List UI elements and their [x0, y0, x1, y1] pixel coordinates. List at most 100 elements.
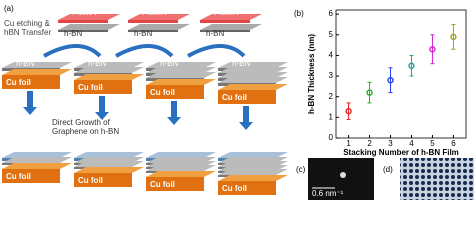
x-tick-label: 3 [388, 139, 393, 148]
slab-top [74, 167, 144, 173]
slab-top [74, 74, 144, 80]
point [387, 76, 394, 84]
hbn-label: h-BN [16, 59, 34, 68]
plot-frame [335, 9, 467, 139]
slab-top [2, 152, 72, 158]
slab-side [2, 169, 60, 183]
note: Cu etching & [4, 19, 50, 28]
slab-top [200, 24, 262, 30]
x-tick-label: 5 [430, 139, 435, 148]
slab-top [128, 24, 190, 30]
slab-top [74, 62, 144, 68]
point [408, 62, 415, 69]
slab-top [218, 175, 288, 181]
arrow-down [23, 91, 37, 115]
y-tick-label: 5 [329, 30, 334, 39]
cu-label: Cu foil [150, 88, 175, 97]
y-tick-label: 6 [329, 9, 334, 18]
slab-top [218, 169, 288, 175]
arrow-down [95, 96, 109, 120]
y-tick-label: 3 [329, 71, 334, 80]
hbn-label: h-BN [232, 59, 250, 68]
slab-side [128, 30, 178, 32]
x-tick-label: 1 [346, 139, 351, 148]
slab-side [218, 90, 276, 104]
slab-top [74, 67, 144, 73]
slab-top [2, 157, 72, 163]
cu-label: Cu foil [150, 180, 175, 189]
slab-top [2, 69, 72, 75]
pmma-label: PMMA [72, 8, 97, 17]
slab-side [200, 30, 250, 32]
panel-label: (b) [294, 9, 304, 18]
panel-label: (a) [4, 4, 14, 13]
slab-top [74, 161, 144, 167]
cu-label: Cu foil [6, 172, 31, 181]
point [366, 89, 373, 96]
point [450, 33, 457, 41]
slab-top [146, 72, 216, 78]
arrow-curve [43, 44, 102, 58]
cu-label: Cu foil [6, 78, 31, 87]
x-tick-label: 4 [409, 139, 414, 148]
slab-side [146, 177, 204, 191]
y-axis-label: h-BN Thickness (nm) [307, 34, 316, 114]
slab-top [200, 14, 262, 20]
slab-side [146, 85, 204, 99]
arrow-curve [115, 44, 174, 58]
slab-side [218, 181, 276, 195]
slab-top [218, 67, 288, 73]
hbn-label: h-BN [160, 59, 178, 68]
hbn-label: h-BN [206, 29, 224, 38]
panel-label: (d) [383, 165, 393, 174]
arrow-down [167, 101, 181, 125]
y-tick-label: 0 [329, 133, 334, 142]
slab-top [74, 152, 144, 158]
slab-top [218, 77, 288, 83]
slab-top [218, 84, 288, 90]
cu-label: Cu foil [222, 184, 247, 193]
slab-top [2, 163, 72, 169]
slab-top [218, 72, 288, 78]
panel-label: (c) [296, 165, 306, 174]
y-tick-label: 2 [329, 92, 334, 101]
slab-side [2, 75, 60, 89]
slab-side [200, 20, 250, 23]
slab-side [58, 20, 108, 23]
y-tick-label: 4 [329, 51, 334, 60]
cu-label: Cu foil [78, 176, 103, 185]
slab-top [2, 62, 72, 68]
cu-label: Cu foil [222, 93, 247, 102]
x-tick-label: 6 [451, 139, 456, 148]
slab-side [58, 30, 108, 32]
pmma-label: PMMA [142, 8, 167, 17]
y-tick-label: 1 [329, 112, 334, 121]
slab-top [218, 152, 288, 158]
note: Graphene on h-BN [52, 127, 119, 136]
slab-side [128, 20, 178, 23]
diffraction-image [308, 158, 374, 200]
slab-side [74, 173, 132, 187]
arrow-down [239, 106, 253, 130]
arrow-curve [187, 44, 246, 58]
slab-top [58, 24, 120, 30]
x-axis-label: Stacking Number of h-BN Film [343, 148, 459, 157]
hbn-label: h-BN [64, 29, 82, 38]
slab-side [74, 80, 132, 94]
slab-top [58, 14, 120, 20]
slab-top [146, 171, 216, 177]
slab-top [218, 62, 288, 68]
hbn-label: h-BN [134, 29, 152, 38]
lattice-image [400, 158, 474, 200]
slab-top [146, 152, 216, 158]
hbn-label: h-BN [88, 59, 106, 68]
slab-top [146, 79, 216, 85]
slab-top [128, 14, 190, 20]
point [429, 46, 436, 53]
cu-label: Cu foil [78, 83, 103, 92]
scale-label: 0.6 nm⁻¹ [312, 189, 344, 198]
note: hBN Transfer [4, 28, 51, 37]
x-tick-label: 2 [367, 139, 372, 148]
diffraction-spot [340, 172, 346, 178]
note: Direct Growth of [52, 118, 111, 127]
